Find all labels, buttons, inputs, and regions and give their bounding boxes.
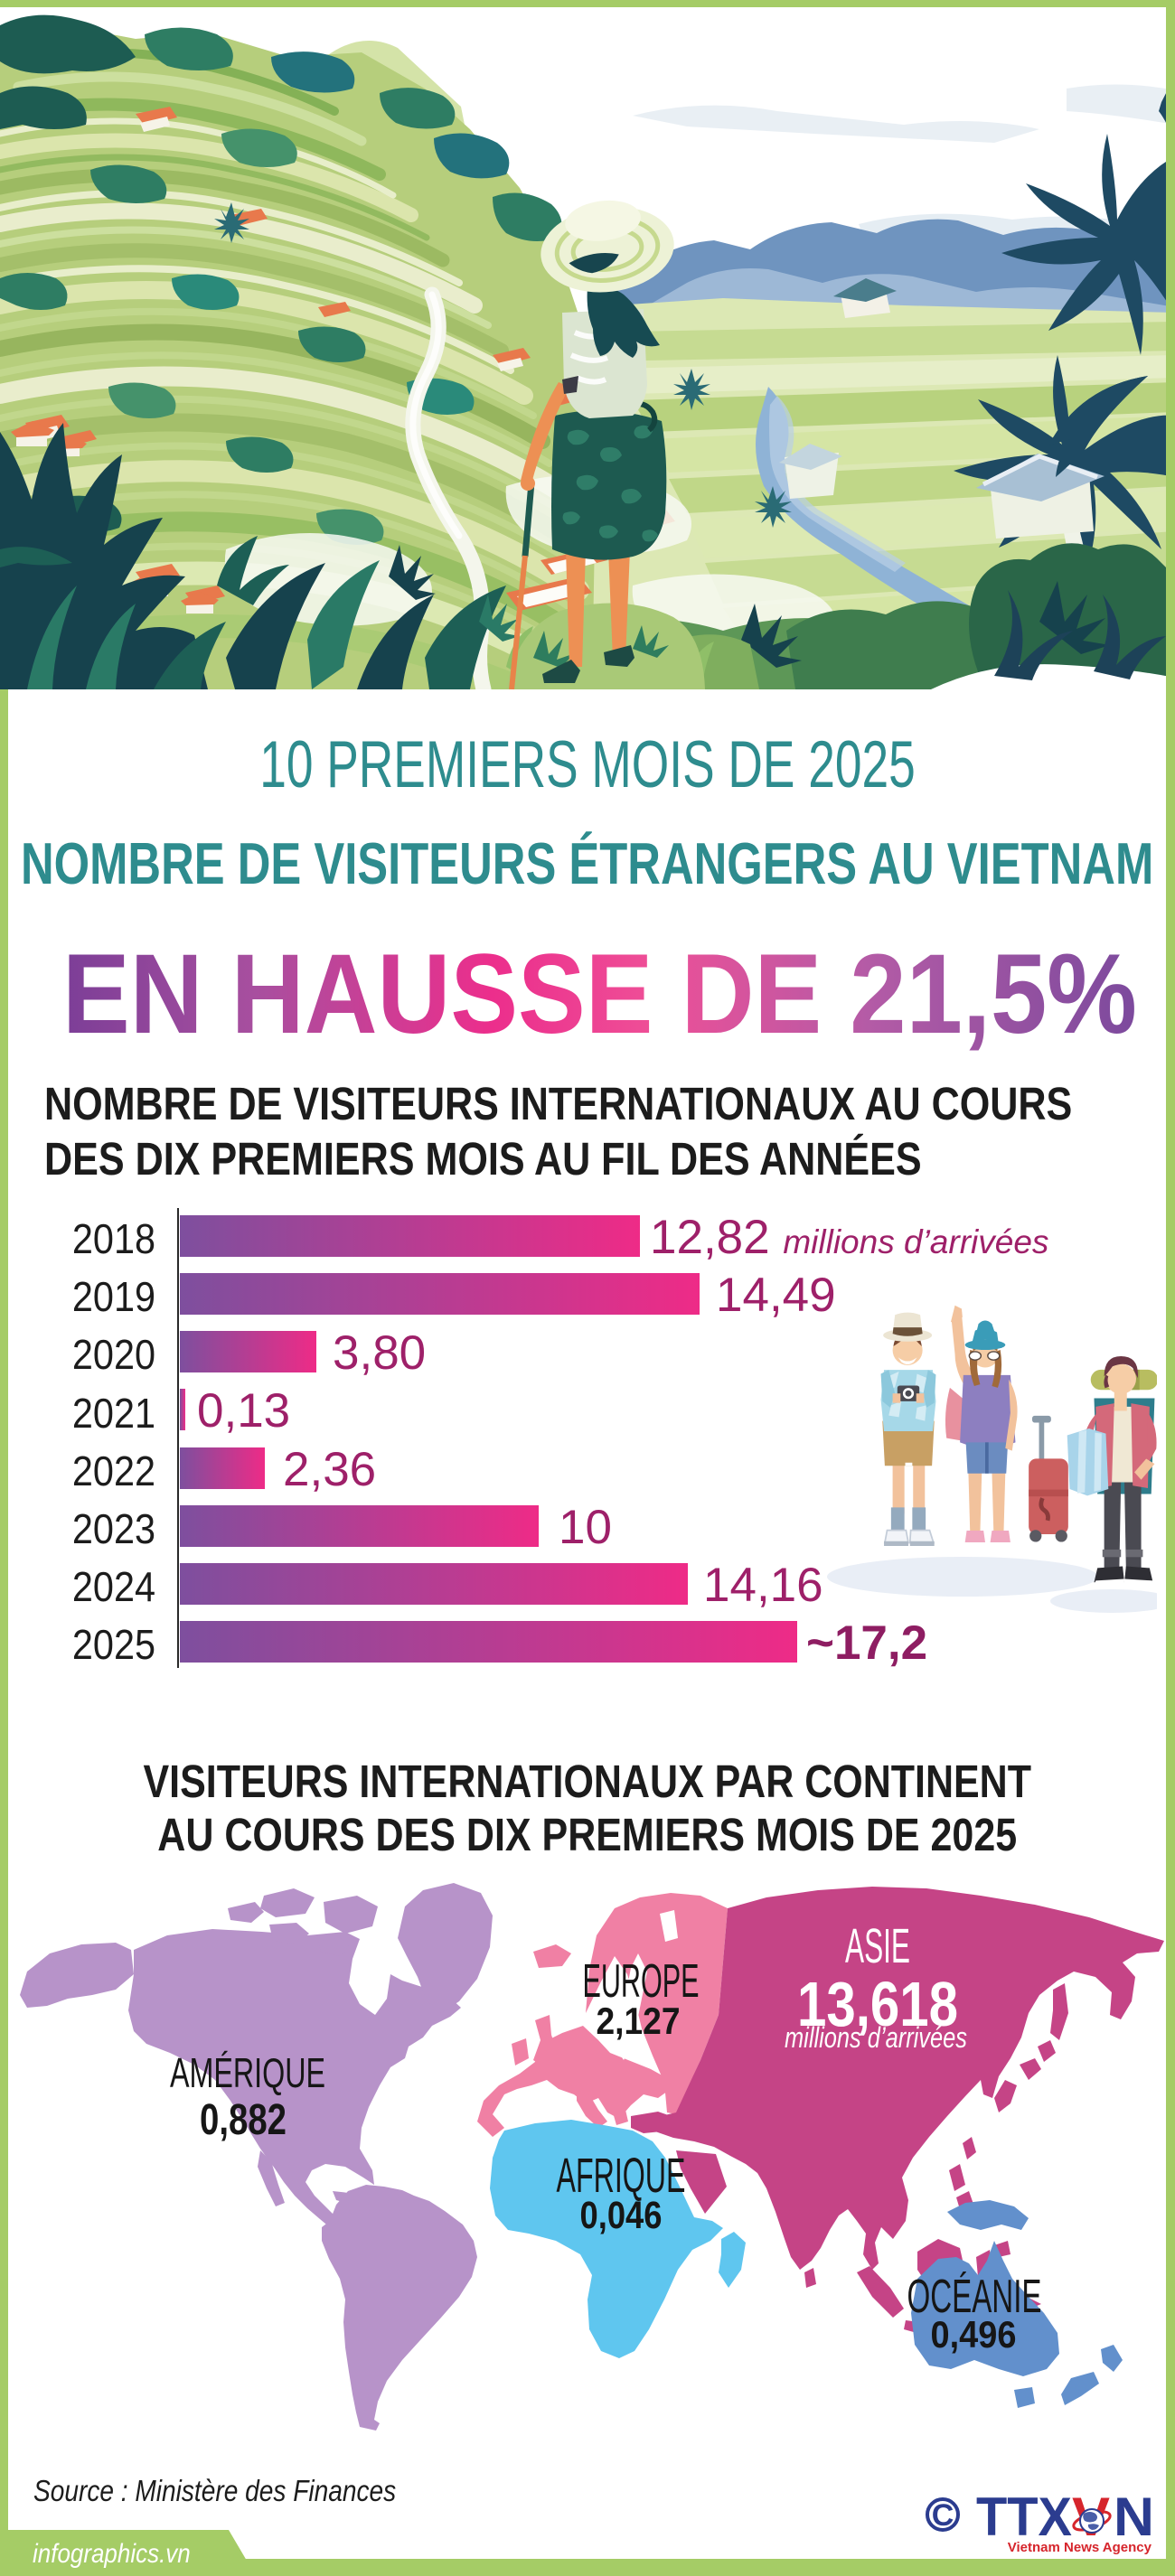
svg-text:ASIE: ASIE bbox=[845, 1919, 910, 1973]
svg-text:EUROPE: EUROPE bbox=[583, 1955, 700, 2008]
svg-text:0,882: 0,882 bbox=[200, 2096, 287, 2144]
svg-text:0,496: 0,496 bbox=[931, 2313, 1017, 2356]
svg-text:N: N bbox=[1114, 2487, 1154, 2547]
svg-text:TTX: TTX bbox=[976, 2487, 1072, 2547]
svg-text:2,127: 2,127 bbox=[597, 2000, 681, 2042]
svg-text:millions d’arrivées: millions d’arrivées bbox=[785, 2021, 967, 2054]
svg-text:C: C bbox=[932, 2498, 954, 2533]
svg-text:AMÉRIQUE: AMÉRIQUE bbox=[170, 2049, 325, 2096]
svg-text:13,618: 13,618 bbox=[797, 1969, 958, 2039]
svg-text:OCÉANIE: OCÉANIE bbox=[907, 2271, 1042, 2323]
svg-text:0,046: 0,046 bbox=[580, 2194, 663, 2237]
svg-text:Vietnam News Agency: Vietnam News Agency bbox=[1008, 2540, 1152, 2555]
svg-text:AFRIQUE: AFRIQUE bbox=[557, 2149, 686, 2203]
